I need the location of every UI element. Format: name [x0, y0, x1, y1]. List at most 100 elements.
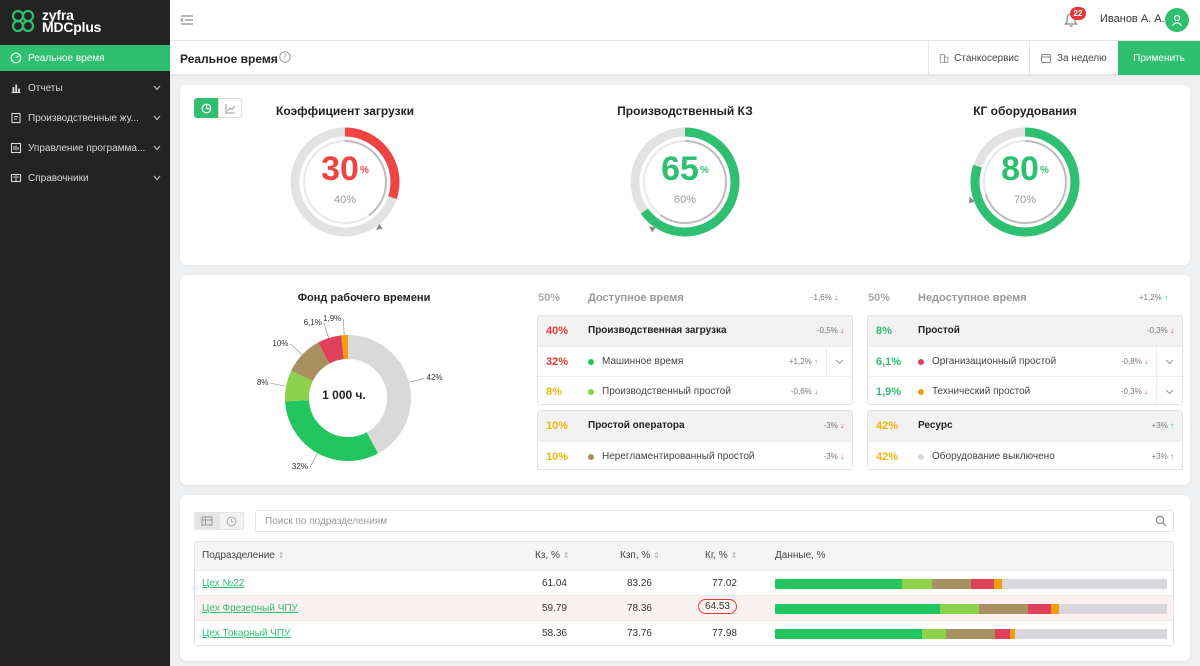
- unavailable-delta: +1,2% ↑: [1138, 293, 1168, 302]
- search-box[interactable]: Поиск по подразделениям: [255, 510, 1174, 532]
- available-row[interactable]: 32% Машинное время +1,2% ↑: [538, 346, 852, 376]
- notification-badge: 22: [1070, 7, 1086, 20]
- row-delta-value: +1,2%: [788, 357, 812, 366]
- donut-label: 32%: [291, 462, 308, 472]
- chevron-down-icon: [835, 359, 844, 364]
- sidebar-item[interactable]: Реальное время: [0, 45, 170, 71]
- menu-toggle-icon[interactable]: [180, 14, 194, 26]
- logo-text: zyfra MDCplus: [42, 8, 101, 34]
- apply-button[interactable]: Применить: [1118, 41, 1200, 75]
- unavailable-header: 50% Недоступное время +1,2% ↑: [868, 288, 1168, 308]
- row-delta: -3% ↓: [823, 452, 844, 461]
- gauge-icon: [10, 52, 22, 64]
- gauge-target-arc: [983, 140, 1067, 224]
- data-bar-segment: [994, 579, 1003, 589]
- sidebar-item-label: Реальное время: [28, 52, 105, 64]
- department-link[interactable]: Цех №22: [202, 578, 244, 589]
- col-department[interactable]: Подразделение ⇕: [202, 550, 285, 561]
- expand-button[interactable]: [826, 347, 852, 376]
- search-input[interactable]: Поиск по подразделениям: [265, 516, 388, 527]
- gauge-target: 40%: [333, 194, 357, 206]
- gauge-value: 30%: [285, 152, 405, 186]
- gauge-view-button[interactable]: [194, 98, 218, 118]
- department-name[interactable]: Цех №22: [202, 578, 245, 589]
- data-bar-segment: [978, 604, 1028, 614]
- available-row: 8% Производственный простой -0,6% ↓: [538, 376, 852, 406]
- table-icon: [201, 516, 212, 526]
- view-toggle: [194, 98, 242, 118]
- row-delta-value: -0,6%: [790, 387, 812, 396]
- table-view-button[interactable]: [194, 512, 219, 530]
- pie-chart-icon: [201, 103, 211, 113]
- gauge-ring: [290, 127, 400, 237]
- sidebar: zyfra MDCplus Реальное время Отчеты Произв…: [0, 0, 170, 666]
- row-pct: 32%: [546, 356, 569, 368]
- donut-label: 10%: [272, 338, 289, 348]
- row-delta-value: -3%: [823, 452, 838, 461]
- chevron-down-icon: [1165, 389, 1174, 394]
- data-bar-segment: [922, 629, 946, 639]
- row-pct: 1,9%: [876, 386, 902, 398]
- gauge-value-unit: %: [699, 165, 709, 176]
- gauges-card: Коэффициент загрузки 30% 40% Производственн…: [180, 85, 1190, 265]
- group-pct: 10%: [546, 420, 569, 432]
- sidebar-item[interactable]: Производственные жу...: [0, 105, 170, 131]
- line-view-button[interactable]: [218, 98, 242, 118]
- avatar[interactable]: [1165, 8, 1189, 32]
- book-icon: [10, 172, 22, 184]
- gauge-3: 80% 70%: [965, 122, 1085, 242]
- group-delta: -3% ↓: [823, 421, 844, 430]
- col-kz[interactable]: Кз, % ⇕: [535, 550, 570, 561]
- gauge-1: 30% 40%: [285, 122, 405, 242]
- chevron-down-icon: [1165, 359, 1174, 364]
- timeline-view-button[interactable]: [219, 512, 244, 530]
- department-link[interactable]: Цех Фрезерный ЧПУ: [202, 603, 298, 614]
- expand-button[interactable]: [1156, 347, 1182, 376]
- kg-value-text: 77.98: [711, 628, 737, 639]
- table-row: Цех №22 61.04 83.26 77.02: [195, 570, 1173, 595]
- expand-button[interactable]: [1156, 377, 1182, 406]
- sort-icon: ⇕: [277, 551, 285, 560]
- sidebar-item[interactable]: Отчеты: [0, 75, 170, 101]
- department-name[interactable]: Цех Фрезерный ЧПУ: [202, 603, 298, 614]
- row-pct: 6,1%: [876, 356, 902, 368]
- row-delta-value: -0,8%: [1120, 357, 1142, 366]
- donut-segment: [285, 335, 411, 461]
- col-data-label: Данные, %: [775, 550, 826, 561]
- available-delta-value: -1,6%: [810, 293, 832, 302]
- chevron-down-icon: [153, 173, 161, 184]
- machine-filter-button[interactable]: Станкосервис: [928, 41, 1029, 75]
- target-marker-icon: [376, 223, 383, 230]
- journal-icon: [10, 112, 22, 124]
- user-icon: [1172, 14, 1182, 26]
- data-bar: [775, 629, 1167, 639]
- group-delta-value: -0,5%: [816, 326, 838, 335]
- col-kzp[interactable]: Кзп, % ⇕: [620, 550, 660, 561]
- data-bar-segment: [775, 579, 903, 589]
- department-link[interactable]: Цех Токарный ЧПУ: [202, 628, 290, 639]
- logo[interactable]: zyfra MDCplus: [10, 7, 101, 35]
- col-kzp-label: Кзп, %: [620, 550, 651, 561]
- donut-hole: [309, 359, 387, 437]
- unavailable-row: 42% Оборудование выключено +3% ↑: [868, 441, 1182, 471]
- period-filter-button[interactable]: За неделю: [1029, 41, 1118, 75]
- col-kg[interactable]: Кг, % ⇕: [705, 550, 737, 561]
- search-icon[interactable]: [1155, 515, 1167, 527]
- program-icon: [10, 142, 22, 154]
- unavailable-row[interactable]: 6,1% Организационный простой -0,8% ↓: [868, 346, 1182, 376]
- svg-text:?: ?: [283, 53, 287, 62]
- table-card: Поиск по подразделениям Подразделение ⇕ К…: [180, 495, 1190, 661]
- gauge-value-arc: [290, 127, 400, 237]
- unavailable-group: 42% Ресурс +3% ↑ 42% Оборудование выключено +…: [867, 410, 1183, 470]
- help-icon[interactable]: ?: [279, 51, 291, 63]
- user-name[interactable]: Иванов А. А.: [1100, 13, 1165, 25]
- sidebar-item-label: Справочники: [28, 172, 89, 184]
- sidebar-item[interactable]: Справочники: [0, 165, 170, 191]
- unavailable-row[interactable]: 1,9% Технический простой -0,3% ↓: [868, 376, 1182, 406]
- department-name[interactable]: Цех Токарный ЧПУ: [202, 628, 291, 639]
- group-pct: 8%: [876, 325, 892, 337]
- status-dot-icon: [918, 359, 924, 365]
- data-bar-segment: [1051, 604, 1060, 614]
- gauge-title: Производственный КЗ: [617, 104, 753, 118]
- sidebar-item[interactable]: Управление программа...: [0, 135, 170, 161]
